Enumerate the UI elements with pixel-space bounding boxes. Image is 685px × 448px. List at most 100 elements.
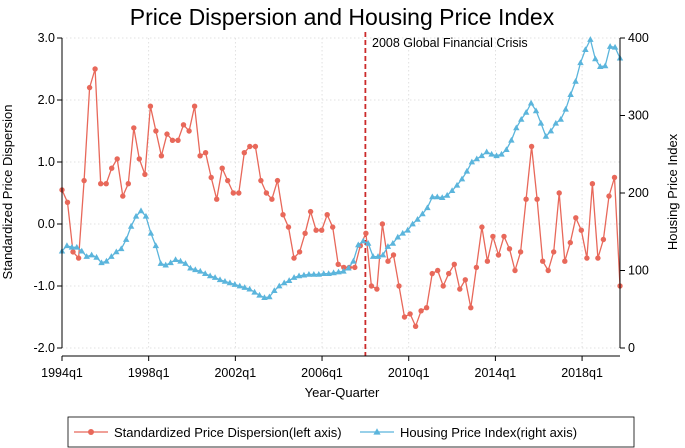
data-point (157, 260, 164, 266)
data-point (435, 267, 441, 274)
x-tick-label: 2002q1 (214, 366, 256, 380)
data-point (379, 221, 386, 227)
data-point (64, 199, 71, 205)
data-point (423, 305, 430, 311)
y-left-tick-label: -1.0 (33, 279, 55, 293)
data-point (606, 193, 612, 199)
data-point (114, 156, 120, 162)
data-point (246, 285, 253, 292)
data-point (142, 212, 150, 219)
data-point (266, 293, 273, 300)
data-point (567, 239, 573, 246)
data-point (280, 212, 286, 218)
data-point (577, 59, 584, 66)
data-point (315, 270, 323, 277)
data-point (600, 236, 607, 243)
data-point (501, 233, 507, 240)
chart-title: Price Dispersion and Housing Price Index (130, 4, 555, 30)
data-point (75, 255, 82, 261)
data-point (498, 150, 505, 157)
y-left-tick-label: -2.0 (33, 341, 55, 355)
data-point (261, 294, 268, 301)
data-point (191, 103, 198, 109)
data-point (396, 283, 402, 289)
data-point (587, 36, 594, 42)
data-point (440, 283, 446, 289)
legend-marker (373, 428, 381, 435)
data-point (197, 153, 203, 159)
data-point (562, 258, 568, 264)
data-point (374, 253, 382, 259)
data-point (363, 230, 369, 236)
data-point (258, 177, 264, 184)
data-point (601, 62, 609, 69)
data-point (324, 212, 330, 218)
data-point (528, 143, 535, 150)
data-point (310, 270, 318, 277)
data-point (127, 222, 135, 229)
data-point (513, 124, 520, 131)
data-point (280, 279, 288, 286)
data-point (552, 119, 560, 126)
data-point (527, 99, 535, 106)
data-point (446, 270, 452, 277)
data-point (503, 146, 510, 152)
data-point (291, 255, 297, 261)
data-point (379, 251, 387, 258)
data-point (557, 115, 564, 122)
data-point (147, 103, 154, 109)
y-left-tick-label: 1.0 (38, 155, 55, 169)
data-point (589, 181, 596, 187)
data-point (290, 274, 298, 280)
data-point (137, 207, 145, 214)
data-point (251, 288, 258, 295)
axes: 1994q1 1998q1 2002q1 2006q1 2010q1 2014q1 2018… (33, 31, 648, 380)
data-point (162, 261, 169, 268)
data-point (468, 158, 476, 165)
data-point (302, 230, 308, 236)
data-point (330, 269, 337, 276)
data-point (208, 174, 214, 181)
data-point (219, 165, 225, 171)
data-point (142, 171, 148, 178)
data-point (98, 181, 104, 187)
data-point (419, 210, 426, 217)
x-tick-label: 1994q1 (41, 366, 83, 380)
data-point (216, 276, 224, 283)
data-point (584, 255, 590, 261)
data-point (78, 247, 85, 254)
data-point (167, 259, 174, 266)
crisis-annotation: 2008 Global Financial Crisis (372, 36, 528, 50)
data-point (597, 63, 604, 70)
data-point (412, 323, 419, 329)
data-point (122, 236, 130, 242)
data-point (374, 286, 380, 292)
y-right-tick-label: 200 (628, 186, 649, 200)
data-point (108, 253, 115, 259)
data-point (473, 155, 481, 162)
data-point (463, 167, 471, 174)
grid (61, 37, 620, 349)
data-point (125, 181, 131, 187)
data-point (369, 253, 377, 259)
data-point (462, 277, 468, 283)
data-point (120, 193, 126, 199)
data-point (202, 150, 209, 156)
y-right-tick-label: 400 (628, 31, 649, 45)
data-point (512, 267, 518, 274)
data-point (180, 122, 187, 128)
data-point (153, 128, 159, 134)
data-point (313, 227, 319, 233)
data-point (562, 105, 569, 112)
data-point (439, 194, 446, 201)
series-line (61, 68, 621, 329)
data-point (517, 249, 524, 255)
data-point (236, 190, 242, 196)
x-tick-label: 1998q1 (128, 366, 170, 380)
y-left-tick-label: 3.0 (38, 31, 55, 45)
data-point (359, 237, 367, 244)
data-point (81, 177, 87, 184)
y-left-tick-label: 0.0 (38, 217, 55, 231)
data-point (545, 267, 551, 274)
series-1 (58, 36, 624, 301)
